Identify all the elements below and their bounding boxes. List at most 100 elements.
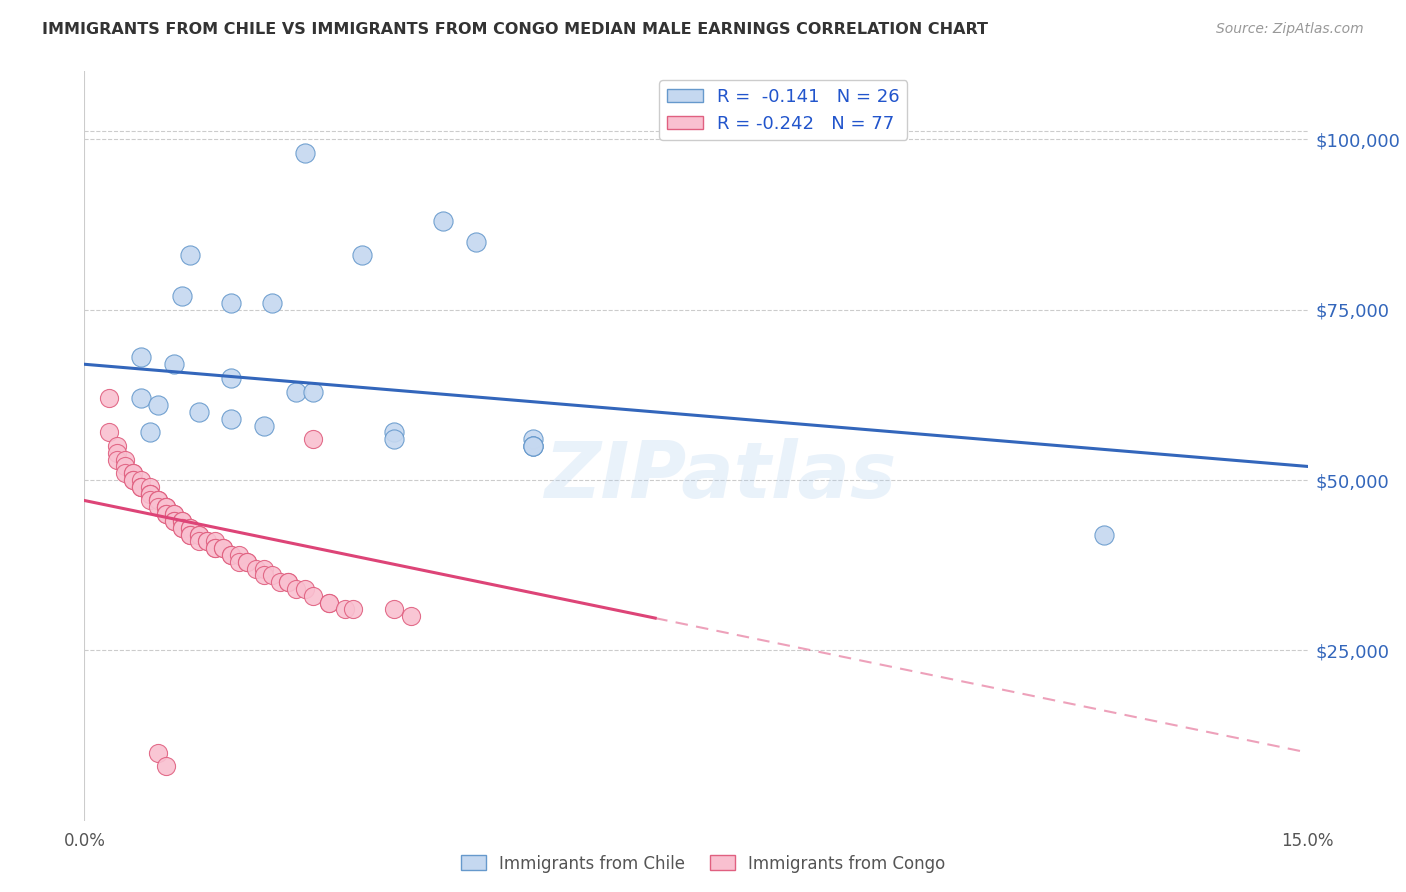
Point	[146, 493, 169, 508]
Point	[277, 575, 299, 590]
Point	[155, 759, 177, 773]
Point	[146, 493, 169, 508]
Point	[114, 459, 136, 474]
Point	[212, 541, 235, 556]
Point	[172, 521, 194, 535]
Point	[179, 527, 201, 541]
Point	[522, 439, 544, 453]
Point	[122, 467, 145, 481]
Point	[253, 568, 276, 582]
Point	[131, 480, 153, 494]
Point	[195, 534, 218, 549]
Point	[399, 609, 422, 624]
Point	[179, 521, 201, 535]
Point	[219, 296, 242, 310]
Point	[382, 602, 405, 616]
Point	[187, 527, 209, 541]
Point	[138, 480, 160, 494]
Text: Source: ZipAtlas.com: Source: ZipAtlas.com	[1216, 22, 1364, 37]
Point	[97, 425, 120, 440]
Point	[285, 582, 308, 596]
Point	[131, 351, 153, 365]
Point	[131, 473, 153, 487]
Point	[131, 480, 153, 494]
Point	[155, 507, 177, 521]
Point	[432, 214, 454, 228]
Point	[236, 555, 259, 569]
Point	[97, 392, 120, 406]
Point	[236, 555, 259, 569]
Point	[131, 392, 153, 406]
Point	[155, 500, 177, 515]
Point	[131, 480, 153, 494]
Point	[350, 248, 373, 262]
Point	[146, 746, 169, 760]
Point	[138, 425, 160, 440]
Point	[155, 500, 177, 515]
Point	[172, 514, 194, 528]
Point	[195, 534, 218, 549]
Point	[253, 561, 276, 575]
Point	[146, 398, 169, 412]
Point	[187, 527, 209, 541]
Point	[522, 439, 544, 453]
Point	[245, 561, 267, 575]
Point	[318, 596, 340, 610]
Point	[382, 425, 405, 440]
Point	[219, 371, 242, 385]
Point	[204, 534, 226, 549]
Point	[146, 493, 169, 508]
Point	[122, 473, 145, 487]
Point	[155, 500, 177, 515]
Point	[260, 296, 283, 310]
Point	[212, 541, 235, 556]
Point	[382, 432, 405, 446]
Point	[294, 146, 316, 161]
Point	[253, 418, 276, 433]
Point	[138, 486, 160, 500]
Point	[219, 548, 242, 562]
Point	[163, 357, 186, 371]
Point	[172, 521, 194, 535]
Point	[318, 596, 340, 610]
Point	[187, 534, 209, 549]
Point	[105, 446, 128, 460]
Point	[1092, 527, 1115, 541]
Point	[342, 602, 364, 616]
Point	[163, 507, 186, 521]
Point	[285, 384, 308, 399]
Point	[522, 439, 544, 453]
Point	[105, 452, 128, 467]
Point	[172, 514, 194, 528]
Point	[163, 514, 186, 528]
Point	[179, 248, 201, 262]
Point	[179, 527, 201, 541]
Point	[187, 405, 209, 419]
Point	[105, 439, 128, 453]
Point	[219, 411, 242, 425]
Point	[228, 548, 250, 562]
Point	[301, 589, 323, 603]
Point	[277, 575, 299, 590]
Point	[219, 548, 242, 562]
Point	[179, 521, 201, 535]
Point	[228, 555, 250, 569]
Point	[301, 384, 323, 399]
Point	[204, 541, 226, 556]
Point	[138, 486, 160, 500]
Point	[122, 467, 145, 481]
Text: IMMIGRANTS FROM CHILE VS IMMIGRANTS FROM CONGO MEDIAN MALE EARNINGS CORRELATION : IMMIGRANTS FROM CHILE VS IMMIGRANTS FROM…	[42, 22, 988, 37]
Point	[260, 568, 283, 582]
Point	[114, 452, 136, 467]
Point	[172, 289, 194, 303]
Text: ZIPatlas: ZIPatlas	[544, 438, 897, 514]
Point	[464, 235, 486, 249]
Point	[146, 500, 169, 515]
Point	[163, 507, 186, 521]
Point	[138, 486, 160, 500]
Point	[114, 467, 136, 481]
Legend: R =  -0.141   N = 26, R = -0.242   N = 77: R = -0.141 N = 26, R = -0.242 N = 77	[659, 80, 907, 140]
Point	[269, 575, 291, 590]
Point	[204, 541, 226, 556]
Point	[301, 432, 323, 446]
